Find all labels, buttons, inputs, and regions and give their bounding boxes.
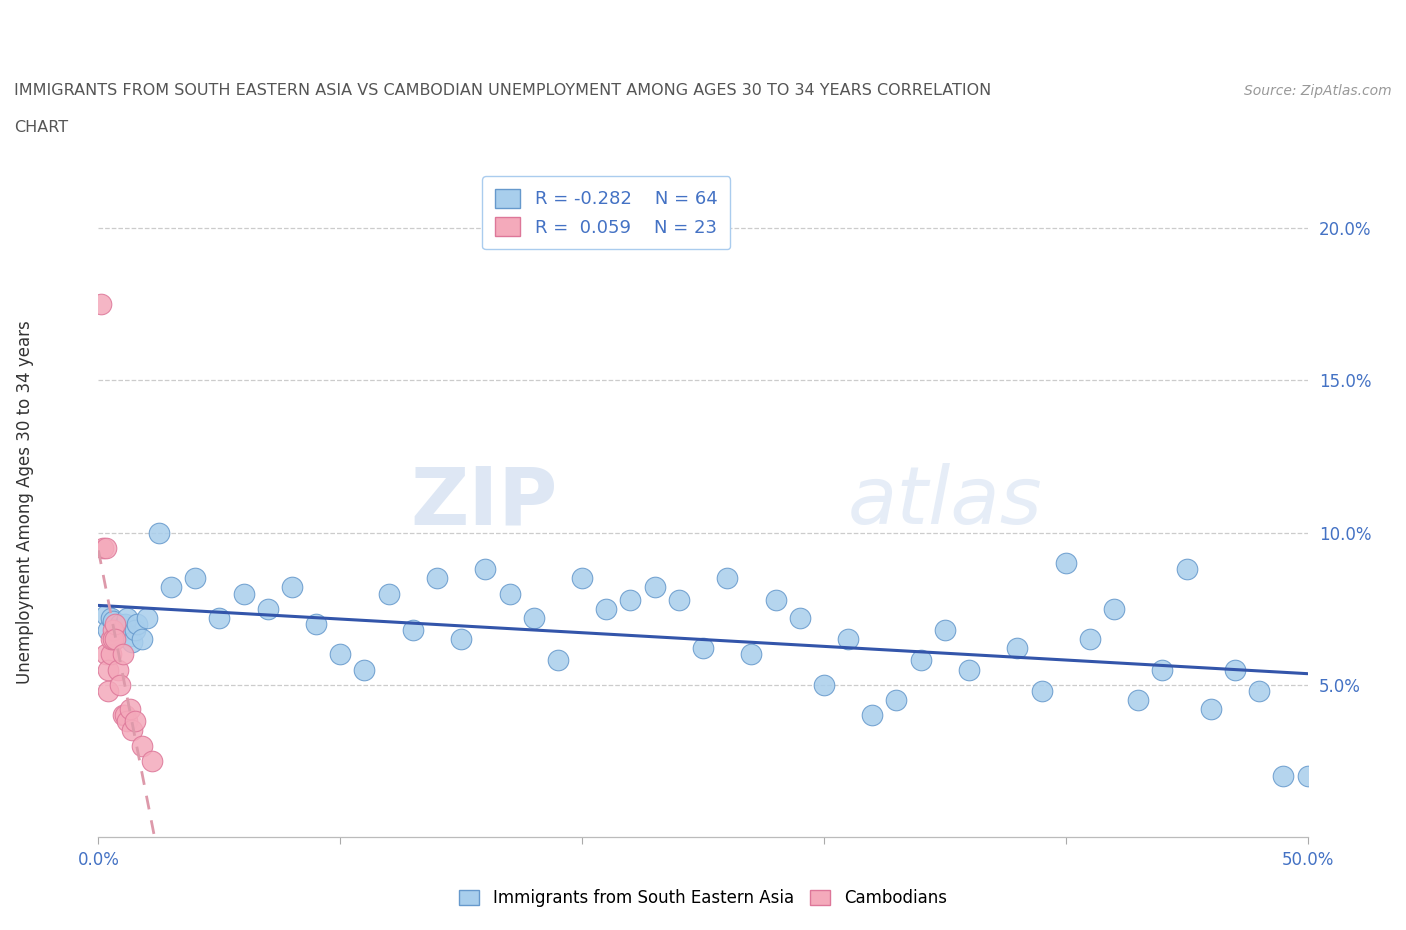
Point bbox=[111, 708, 134, 723]
Point bbox=[1102, 602, 1125, 617]
Point bbox=[450, 631, 472, 646]
Point bbox=[910, 653, 932, 668]
Point bbox=[547, 653, 569, 668]
Point bbox=[281, 580, 304, 595]
Point bbox=[377, 586, 399, 601]
Point bbox=[1078, 631, 1101, 646]
Point bbox=[131, 738, 153, 753]
Point bbox=[1128, 693, 1150, 708]
Point bbox=[111, 647, 134, 662]
Point bbox=[100, 631, 122, 646]
Point bbox=[934, 622, 956, 637]
Point bbox=[101, 614, 124, 629]
Point bbox=[426, 571, 449, 586]
Point bbox=[668, 592, 690, 607]
Point bbox=[107, 626, 129, 641]
Point bbox=[101, 631, 124, 646]
Text: ZIP: ZIP bbox=[411, 463, 558, 541]
Point bbox=[329, 647, 352, 662]
Text: IMMIGRANTS FROM SOUTH EASTERN ASIA VS CAMBODIAN UNEMPLOYMENT AMONG AGES 30 TO 34: IMMIGRANTS FROM SOUTH EASTERN ASIA VS CA… bbox=[14, 83, 991, 98]
Point bbox=[91, 540, 114, 555]
Point bbox=[1249, 684, 1271, 698]
Point bbox=[100, 647, 122, 662]
Point bbox=[100, 610, 122, 625]
Point bbox=[124, 714, 146, 729]
Point bbox=[114, 708, 136, 723]
Point bbox=[160, 580, 183, 595]
Point bbox=[765, 592, 787, 607]
Point bbox=[305, 617, 328, 631]
Point bbox=[184, 571, 207, 586]
Point bbox=[1175, 562, 1198, 577]
Point bbox=[94, 647, 117, 662]
Point bbox=[692, 641, 714, 656]
Legend: R = -0.282    N = 64, R =  0.059    N = 23: R = -0.282 N = 64, R = 0.059 N = 23 bbox=[482, 177, 730, 249]
Point bbox=[118, 702, 141, 717]
Point bbox=[97, 684, 120, 698]
Point bbox=[256, 602, 278, 617]
Point bbox=[94, 607, 117, 622]
Point bbox=[716, 571, 738, 586]
Point bbox=[90, 297, 112, 312]
Point bbox=[118, 629, 141, 644]
Point bbox=[114, 617, 136, 631]
Point bbox=[135, 610, 157, 625]
Text: atlas: atlas bbox=[848, 463, 1043, 541]
Point bbox=[474, 562, 496, 577]
Point bbox=[104, 631, 127, 646]
Point bbox=[117, 714, 139, 729]
Point bbox=[124, 622, 146, 637]
Point bbox=[1054, 555, 1077, 570]
Point bbox=[1272, 769, 1295, 784]
Point bbox=[571, 571, 593, 586]
Point bbox=[97, 622, 120, 637]
Point bbox=[111, 622, 134, 637]
Point bbox=[789, 610, 811, 625]
Point bbox=[141, 753, 163, 768]
Point bbox=[595, 602, 617, 617]
Point bbox=[121, 635, 143, 650]
Point bbox=[1199, 702, 1222, 717]
Point bbox=[148, 525, 170, 540]
Point bbox=[131, 631, 153, 646]
Point bbox=[104, 617, 127, 631]
Point bbox=[1223, 662, 1246, 677]
Point bbox=[208, 610, 231, 625]
Point bbox=[108, 617, 131, 631]
Point bbox=[1007, 641, 1029, 656]
Point bbox=[97, 662, 120, 677]
Point bbox=[232, 586, 254, 601]
Point bbox=[740, 647, 762, 662]
Point bbox=[837, 631, 859, 646]
Point bbox=[94, 540, 117, 555]
Point bbox=[619, 592, 641, 607]
Point bbox=[117, 610, 139, 625]
Point bbox=[108, 677, 131, 692]
Point bbox=[104, 631, 127, 646]
Point bbox=[860, 708, 883, 723]
Point bbox=[1031, 684, 1053, 698]
Point bbox=[498, 586, 520, 601]
Text: Source: ZipAtlas.com: Source: ZipAtlas.com bbox=[1244, 84, 1392, 98]
Point bbox=[1152, 662, 1174, 677]
Point bbox=[107, 662, 129, 677]
Point bbox=[644, 580, 666, 595]
Point bbox=[121, 723, 143, 737]
Point bbox=[353, 662, 375, 677]
Point bbox=[813, 677, 835, 692]
Point bbox=[957, 662, 980, 677]
Point bbox=[402, 622, 425, 637]
Point bbox=[886, 693, 908, 708]
Legend: Immigrants from South Eastern Asia, Cambodians: Immigrants from South Eastern Asia, Camb… bbox=[454, 884, 952, 912]
Point bbox=[1296, 769, 1319, 784]
Point bbox=[523, 610, 546, 625]
Text: CHART: CHART bbox=[14, 120, 67, 135]
Text: Unemployment Among Ages 30 to 34 years: Unemployment Among Ages 30 to 34 years bbox=[17, 320, 34, 684]
Point bbox=[101, 622, 124, 637]
Point bbox=[127, 617, 149, 631]
